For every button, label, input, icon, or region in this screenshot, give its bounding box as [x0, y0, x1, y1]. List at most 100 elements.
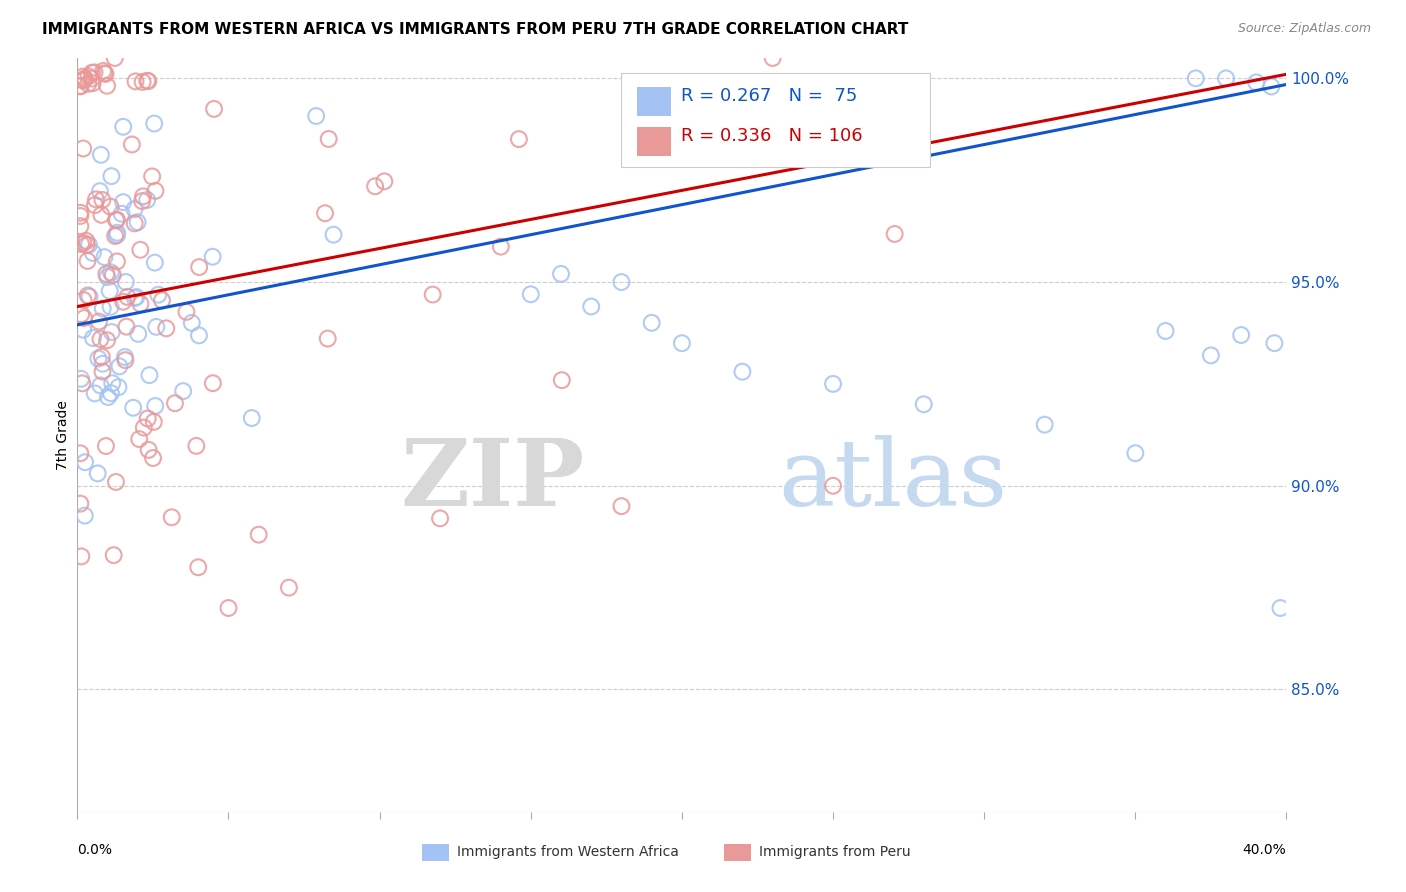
Point: [145, 319, 167, 334]
Point: [1270, 601, 1292, 615]
Point: [73, 508, 96, 523]
Point: [97, 390, 120, 404]
Point: [129, 243, 152, 257]
Point: [91, 301, 114, 316]
Point: [96, 267, 118, 281]
Point: [101, 268, 124, 282]
Point: [136, 411, 159, 425]
Point: [69, 209, 91, 223]
Point: [83, 65, 105, 79]
Point: [551, 373, 574, 387]
Point: [101, 376, 124, 391]
Point: [91, 357, 114, 371]
Point: [138, 368, 160, 383]
Point: [610, 275, 633, 289]
Point: [188, 260, 211, 274]
Point: [131, 75, 153, 89]
Point: [240, 411, 263, 425]
Point: [90, 350, 112, 364]
Point: [128, 432, 150, 446]
Point: [89, 378, 111, 392]
Point: [105, 475, 128, 489]
Point: [187, 560, 209, 574]
Point: [100, 300, 122, 314]
Point: [163, 396, 186, 410]
Point: [278, 581, 301, 595]
Point: [105, 213, 128, 227]
Point: [218, 601, 240, 615]
Point: [69, 219, 91, 234]
Point: [90, 148, 112, 162]
Point: [105, 226, 128, 240]
Point: [91, 193, 114, 207]
Point: [132, 189, 155, 203]
Point: [122, 401, 145, 415]
Point: [104, 229, 127, 244]
Point: [160, 510, 183, 524]
Text: Immigrants from Western Africa: Immigrants from Western Africa: [457, 846, 679, 859]
Point: [72, 323, 94, 337]
Point: [1215, 71, 1237, 86]
Point: [96, 333, 118, 347]
Point: [70, 376, 93, 391]
Point: [121, 137, 143, 152]
Point: [117, 290, 139, 304]
Point: [125, 290, 148, 304]
Point: [129, 297, 152, 311]
Point: [508, 132, 530, 146]
Point: [84, 198, 107, 212]
Point: [830, 93, 852, 107]
Point: [143, 399, 166, 413]
Point: [96, 78, 118, 93]
Point: [322, 227, 344, 242]
Text: R = 0.336   N = 106: R = 0.336 N = 106: [681, 127, 862, 145]
Point: [104, 51, 127, 65]
FancyBboxPatch shape: [621, 73, 929, 168]
Point: [89, 184, 111, 198]
Point: [76, 237, 98, 252]
Point: [202, 102, 225, 116]
Text: Source: ZipAtlas.com: Source: ZipAtlas.com: [1237, 22, 1371, 36]
Point: [124, 202, 146, 217]
Point: [1033, 417, 1056, 432]
Point: [138, 74, 160, 88]
Point: [520, 287, 543, 301]
Point: [93, 250, 115, 264]
Point: [136, 74, 159, 88]
Point: [1263, 336, 1285, 351]
Point: [903, 78, 925, 93]
Point: [155, 321, 177, 335]
Point: [108, 359, 131, 374]
Point: [131, 194, 153, 208]
Point: [112, 294, 135, 309]
Point: [77, 70, 100, 84]
Point: [91, 64, 114, 78]
Point: [87, 315, 110, 329]
Point: [72, 293, 94, 307]
Point: [72, 72, 94, 87]
Text: atlas: atlas: [779, 435, 1008, 525]
Point: [69, 79, 91, 94]
Point: [201, 376, 224, 391]
Point: [1246, 75, 1268, 89]
Point: [610, 499, 633, 513]
Point: [143, 116, 166, 130]
Point: [731, 365, 754, 379]
Point: [429, 511, 451, 525]
Text: 40.0%: 40.0%: [1243, 843, 1286, 857]
Point: [94, 67, 117, 81]
Point: [111, 207, 134, 221]
Point: [201, 250, 224, 264]
Point: [69, 497, 91, 511]
Point: [69, 446, 91, 460]
Bar: [724, 844, 751, 861]
Point: [105, 254, 128, 268]
Point: [103, 548, 125, 562]
Point: [112, 195, 135, 210]
Point: [75, 234, 97, 248]
Point: [105, 228, 128, 243]
Point: [115, 319, 138, 334]
Point: [80, 66, 103, 80]
Point: [70, 237, 93, 252]
Point: [132, 420, 155, 434]
